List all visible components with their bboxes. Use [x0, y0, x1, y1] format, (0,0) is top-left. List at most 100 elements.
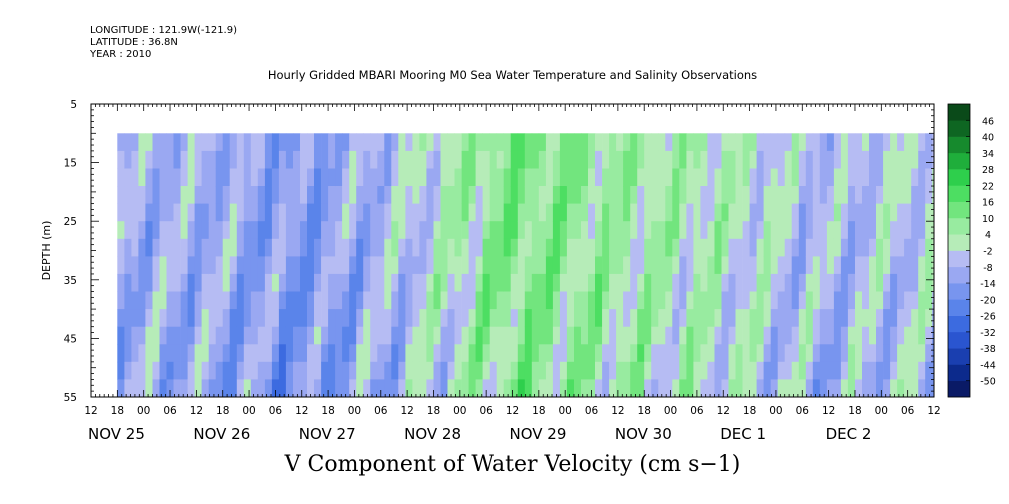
- heatmap-cell: [855, 326, 863, 345]
- heatmap-cell: [419, 186, 427, 204]
- heatmap-cell: [496, 273, 505, 292]
- heatmap-cell: [419, 344, 427, 363]
- heatmap-cell: [124, 379, 132, 398]
- heatmap-cell: [756, 133, 764, 152]
- heatmap-cell: [763, 186, 771, 204]
- heatmap-cell: [215, 344, 224, 363]
- heatmap-cell: [173, 221, 181, 240]
- heatmap-cell: [609, 221, 617, 240]
- heatmap-cell: [314, 256, 322, 275]
- heatmap-cell: [454, 203, 462, 222]
- heatmap-cell: [925, 238, 933, 257]
- heatmap-cell: [194, 379, 202, 398]
- heatmap-cell: [405, 273, 413, 292]
- heatmap-cell: [475, 203, 483, 222]
- heatmap-cell: [166, 150, 174, 169]
- heatmap-cell: [552, 221, 561, 240]
- heatmap-cell: [714, 150, 722, 169]
- x-tick-label: 06: [479, 405, 493, 417]
- heatmap-cell: [293, 186, 301, 204]
- heatmap-cell: [412, 344, 420, 363]
- heatmap-cell: [398, 309, 406, 328]
- heatmap-cell: [145, 291, 153, 310]
- heatmap-cell: [363, 256, 371, 275]
- heatmap-cell: [897, 273, 905, 292]
- x-tick-label: 18: [848, 405, 861, 417]
- heatmap-cell: [637, 238, 645, 257]
- heatmap-cell: [552, 361, 561, 380]
- heatmap-cell: [700, 273, 708, 292]
- heatmap-cell: [180, 186, 188, 204]
- heatmap-cell: [651, 168, 659, 187]
- heatmap-cell: [833, 221, 842, 240]
- heatmap-cell: [468, 256, 476, 275]
- heatmap-cell: [440, 186, 448, 204]
- heatmap-cell: [932, 221, 935, 240]
- heatmap-cell: [707, 186, 715, 204]
- heatmap-cell: [517, 133, 526, 152]
- heatmap-cell: [349, 361, 357, 380]
- heatmap-cell: [335, 186, 343, 204]
- colorbar-label: 46: [982, 116, 994, 127]
- heatmap-cell: [728, 291, 736, 310]
- heatmap-cell: [531, 291, 540, 310]
- heatmap-cell: [194, 150, 202, 169]
- heatmap-cell: [679, 326, 687, 345]
- heatmap-cell: [363, 168, 371, 187]
- heatmap-cell: [524, 256, 533, 275]
- heatmap-cell: [278, 133, 287, 152]
- heatmap-cell: [588, 168, 596, 187]
- heatmap-cell: [791, 186, 800, 204]
- heatmap-cell: [728, 168, 736, 187]
- heatmap-cell: [419, 221, 427, 240]
- x-tick-label: 12: [717, 405, 730, 417]
- x-tick-label: 12: [822, 405, 835, 417]
- heatmap-cell: [784, 326, 793, 345]
- colorbar-label: 10: [982, 214, 994, 225]
- heatmap-cell: [791, 361, 800, 380]
- heatmap-cell: [574, 150, 582, 169]
- heatmap-cell: [911, 291, 919, 310]
- heatmap-cell: [496, 150, 505, 169]
- heatmap-cell: [630, 379, 638, 398]
- heatmap-cell: [637, 309, 645, 328]
- heatmap-cell: [482, 133, 490, 152]
- heatmap-cell: [644, 133, 652, 152]
- heatmap-cell: [384, 168, 392, 187]
- heatmap-cell: [609, 309, 617, 328]
- heatmap-cell: [405, 291, 413, 310]
- heatmap-cell: [468, 238, 476, 257]
- heatmap-cell: [510, 309, 519, 328]
- heatmap-cell: [285, 379, 294, 398]
- heatmap-cell: [454, 361, 462, 380]
- heatmap-cell: [876, 326, 884, 345]
- heatmap-cell: [307, 256, 315, 275]
- heatmap-cell: [356, 273, 364, 292]
- heatmap-cell: [398, 186, 406, 204]
- heatmap-cell: [869, 361, 877, 380]
- heatmap-cell: [433, 186, 441, 204]
- heatmap-cell: [363, 203, 371, 222]
- heatmap-cell: [651, 186, 659, 204]
- heatmap-cell: [138, 238, 146, 257]
- heatmap-cell: [721, 273, 729, 292]
- heatmap-cell: [869, 309, 877, 328]
- heatmap-cell: [812, 361, 821, 380]
- heatmap-cell: [201, 150, 209, 169]
- heatmap-cell: [847, 238, 856, 257]
- heatmap-cell: [826, 309, 835, 328]
- heatmap-cell: [271, 309, 280, 328]
- heatmap-cell: [363, 186, 371, 204]
- heatmap-cell: [243, 361, 252, 380]
- heatmap-cell: [538, 238, 547, 257]
- heatmap-cell: [651, 344, 659, 363]
- heatmap-cell: [826, 361, 835, 380]
- heatmap-cell: [574, 291, 582, 310]
- heatmap-cell: [243, 221, 252, 240]
- heatmap-cell: [475, 361, 483, 380]
- heatmap-cell: [264, 186, 273, 204]
- heatmap-cell: [180, 361, 188, 380]
- heatmap-cell: [524, 186, 533, 204]
- heatmap-cell: [721, 133, 729, 152]
- heatmap-cell: [581, 168, 589, 187]
